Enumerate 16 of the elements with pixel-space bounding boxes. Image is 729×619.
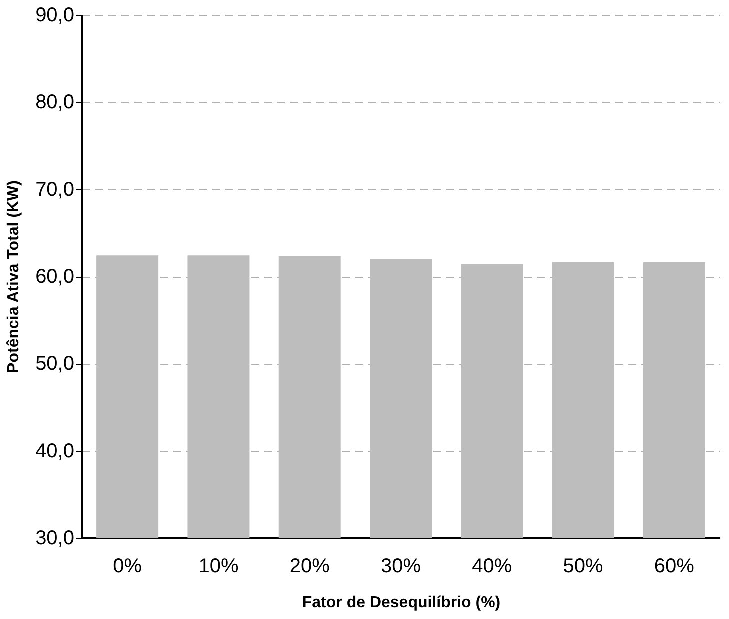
y-tick-label: 80,0 — [36, 92, 74, 114]
y-tick-label: 60,0 — [36, 266, 74, 288]
x-tick-label: 40% — [472, 556, 512, 578]
y-tick-label: 90,0 — [36, 4, 74, 26]
y-tick-label: 30,0 — [36, 528, 74, 550]
y-axis-title: Potência Ativa Total (KW) — [6, 180, 23, 374]
y-tick-label: 70,0 — [36, 178, 74, 201]
x-tick-label: 30% — [380, 556, 422, 578]
y-tick-label: 40,0 — [36, 440, 74, 462]
y-tick-label: 50,0 — [36, 353, 74, 376]
x-tick-label: 10% — [198, 556, 239, 578]
x-tick-label: 60% — [654, 556, 695, 578]
x-axis-title: Fator de Desequilíbrio (%) — [302, 594, 501, 612]
x-tick-label: 20% — [290, 556, 330, 578]
x-tick-label: 0% — [113, 556, 142, 578]
x-tick-label: 50% — [563, 556, 604, 578]
